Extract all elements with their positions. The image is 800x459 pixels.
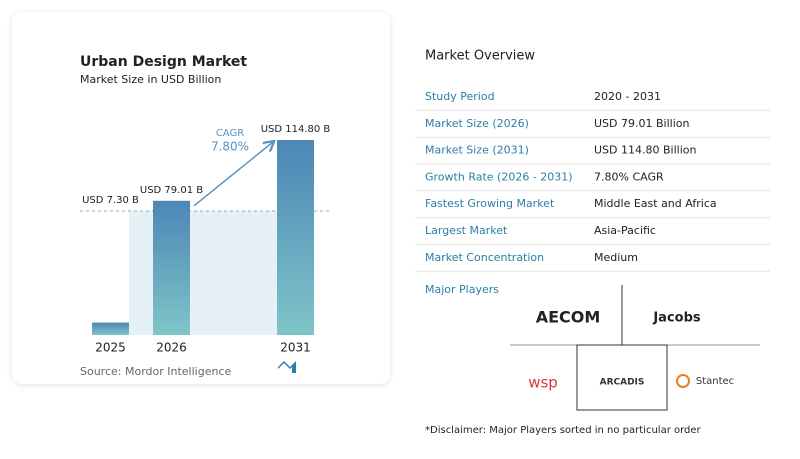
chart-title: Urban Design Market [80,54,247,70]
player-logo: ARCADIS [600,378,645,388]
cagr-label: CAGR [216,128,244,139]
player-logo: wsp [528,374,558,392]
x-tick-label: 2026 [156,341,187,355]
source: Source: Mordor Intelligence [80,365,231,378]
players-title: Major Players [425,283,499,296]
player-logo: Stantec [696,376,734,387]
bar [92,322,129,335]
row-label: Fastest Growing Market [425,197,555,210]
row-value: 7.80% CAGR [594,170,664,183]
divider [576,344,668,411]
cagr-value: 7.80% [211,140,249,154]
bar [153,200,190,335]
shade [129,211,277,335]
cagr-arrow [193,142,273,207]
data-label: USD 114.80 B [261,124,331,135]
row-value: 2020 - 2031 [594,90,661,103]
row-label: Study Period [425,90,495,103]
row-value: Middle East and Africa [594,197,717,210]
row-value: Medium [594,251,638,264]
chart-subtitle: Market Size in USD Billion [80,73,221,86]
player-logo: AECOM [536,308,601,327]
row-label: Market Size (2026) [425,117,529,130]
player-logo: Jacobs [652,311,701,326]
bar [277,140,314,335]
logo-mark [676,374,690,388]
disclaimer: *Disclaimer: Major Players sorted in no … [425,425,702,436]
row-value: USD 79.01 Billion [594,117,689,130]
row-label: Largest Market [425,224,508,237]
row-label: Market Concentration [425,251,544,264]
data-label: USD 7.30 B [82,195,139,206]
row-label: Growth Rate (2026 - 2031) [425,170,573,183]
row-value: Asia-Pacific [594,224,656,237]
overview-title: Market Overview [425,49,535,64]
data-label: USD 79.01 B [140,185,203,196]
logo [278,361,296,373]
x-tick-label: 2025 [95,341,126,355]
x-tick-label: 2031 [280,341,311,355]
row-label: Market Size (2031) [425,144,529,157]
row-value: USD 114.80 Billion [594,144,696,157]
